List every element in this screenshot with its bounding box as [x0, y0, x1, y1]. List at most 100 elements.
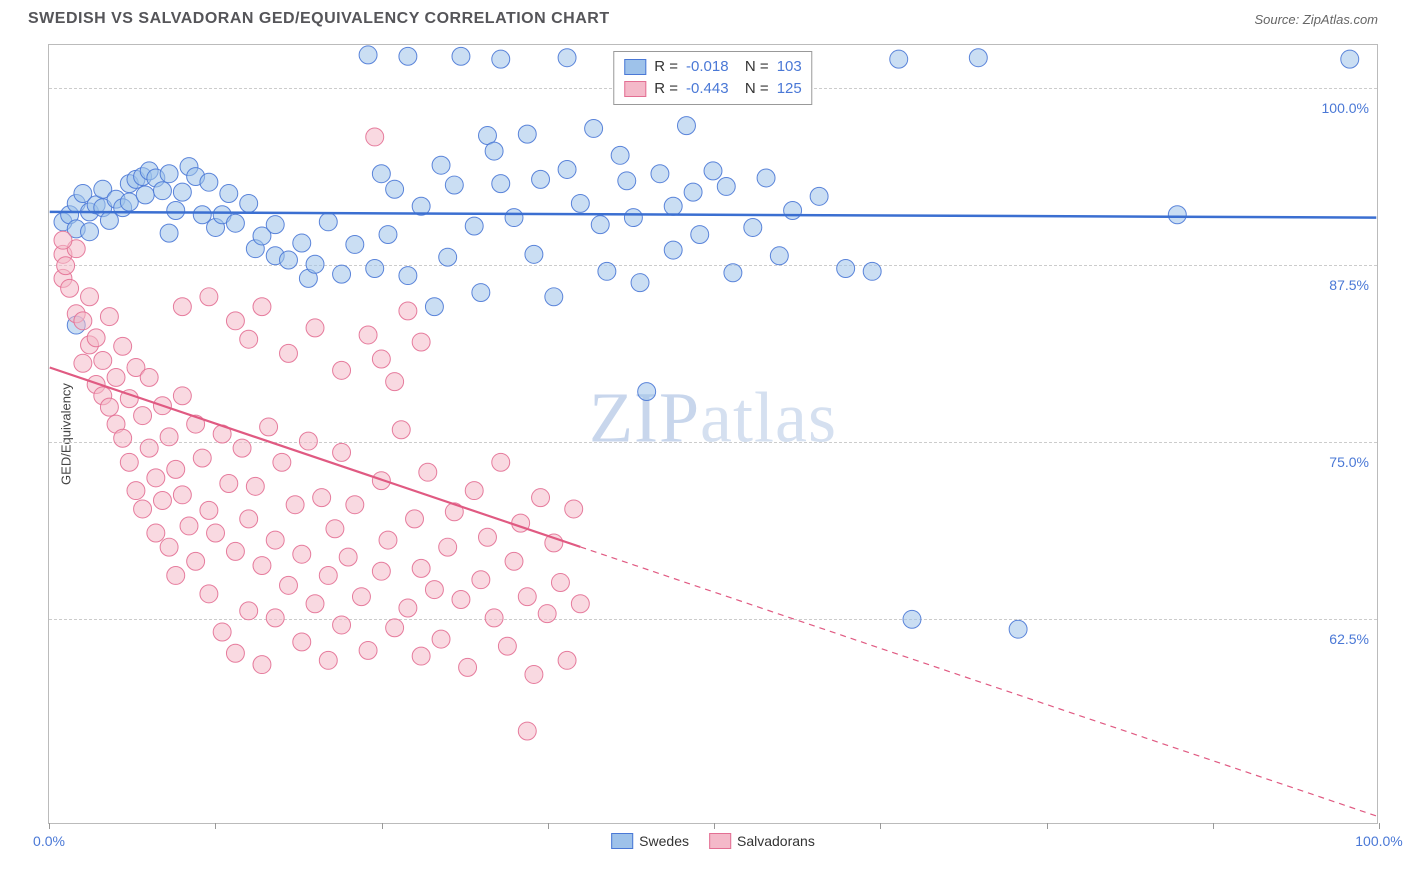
data-point-swedes [399, 267, 417, 285]
n-value-salvadorans: 125 [777, 78, 802, 100]
data-point-salvadorans [280, 576, 298, 594]
data-point-salvadorans [61, 279, 79, 297]
data-point-salvadorans [412, 559, 430, 577]
data-point-swedes [571, 194, 589, 212]
data-point-swedes [359, 46, 377, 64]
data-point-salvadorans [425, 581, 443, 599]
data-point-salvadorans [379, 531, 397, 549]
series-legend: Swedes Salvadorans [611, 833, 815, 849]
data-point-salvadorans [213, 623, 231, 641]
data-point-salvadorans [299, 432, 317, 450]
data-point-salvadorans [286, 496, 304, 514]
data-point-swedes [585, 119, 603, 137]
data-point-swedes [545, 288, 563, 306]
chart-header: SWEDISH VS SALVADORAN GED/EQUIVALENCY CO… [0, 0, 1406, 34]
data-point-salvadorans [525, 665, 543, 683]
data-point-salvadorans [326, 520, 344, 538]
data-point-salvadorans [226, 312, 244, 330]
data-point-salvadorans [220, 475, 238, 493]
data-point-swedes [525, 245, 543, 263]
data-point-swedes [193, 206, 211, 224]
data-point-swedes [810, 187, 828, 205]
data-point-salvadorans [465, 482, 483, 500]
data-point-salvadorans [266, 609, 284, 627]
data-point-swedes [744, 218, 762, 236]
data-point-swedes [558, 49, 576, 67]
data-point-swedes [160, 224, 178, 242]
data-point-swedes [691, 226, 709, 244]
data-point-salvadorans [419, 463, 437, 481]
data-point-swedes [167, 202, 185, 220]
data-point-swedes [372, 165, 390, 183]
data-point-salvadorans [147, 524, 165, 542]
data-point-salvadorans [459, 658, 477, 676]
data-point-swedes [333, 265, 351, 283]
data-point-salvadorans [54, 231, 72, 249]
data-point-salvadorans [120, 453, 138, 471]
data-point-swedes [266, 216, 284, 234]
data-point-swedes [518, 125, 536, 143]
data-point-salvadorans [114, 429, 132, 447]
data-point-salvadorans [372, 350, 390, 368]
data-point-swedes [492, 175, 510, 193]
data-point-salvadorans [558, 651, 576, 669]
data-point-salvadorans [333, 616, 351, 634]
data-point-salvadorans [173, 387, 191, 405]
data-point-salvadorans [306, 595, 324, 613]
data-point-swedes [1168, 206, 1186, 224]
r-label: R = [654, 78, 678, 100]
data-point-salvadorans [399, 599, 417, 617]
data-point-salvadorans [134, 407, 152, 425]
chart-title: SWEDISH VS SALVADORAN GED/EQUIVALENCY CO… [28, 10, 610, 28]
data-point-swedes [425, 298, 443, 316]
data-point-salvadorans [127, 482, 145, 500]
data-point-salvadorans [253, 557, 271, 575]
data-point-salvadorans [240, 510, 258, 528]
data-point-salvadorans [439, 538, 457, 556]
data-point-salvadorans [293, 633, 311, 651]
data-point-salvadorans [352, 588, 370, 606]
data-point-salvadorans [100, 398, 118, 416]
data-point-swedes [863, 262, 881, 280]
legend-swatch-salvadorans [709, 833, 731, 849]
data-point-salvadorans [273, 453, 291, 471]
data-point-swedes [432, 156, 450, 174]
data-point-salvadorans [167, 566, 185, 584]
data-point-swedes [757, 169, 775, 187]
data-point-swedes [379, 226, 397, 244]
data-point-salvadorans [74, 312, 92, 330]
data-point-swedes [153, 182, 171, 200]
data-point-salvadorans [134, 500, 152, 518]
data-point-swedes [160, 165, 178, 183]
data-point-swedes [319, 213, 337, 231]
legend-item-swedes: Swedes [611, 833, 689, 849]
n-label: N = [737, 78, 769, 100]
data-point-swedes [598, 262, 616, 280]
data-point-salvadorans [518, 722, 536, 740]
data-point-salvadorans [160, 428, 178, 446]
data-point-salvadorans [233, 439, 251, 457]
data-point-salvadorans [505, 552, 523, 570]
r-value-swedes: -0.018 [686, 56, 729, 78]
data-point-salvadorans [571, 595, 589, 613]
data-point-swedes [717, 177, 735, 195]
data-point-salvadorans [160, 538, 178, 556]
data-point-swedes [677, 117, 695, 135]
data-point-salvadorans [140, 439, 158, 457]
data-point-salvadorans [498, 637, 516, 655]
data-point-swedes [386, 180, 404, 198]
data-point-salvadorans [399, 302, 417, 320]
source-attribution: Source: ZipAtlas.com [1254, 12, 1378, 27]
data-point-swedes [903, 610, 921, 628]
scatter-svg [49, 45, 1377, 823]
data-point-salvadorans [173, 486, 191, 504]
stats-row-salvadorans: R = -0.443 N = 125 [624, 78, 801, 100]
data-point-salvadorans [432, 630, 450, 648]
n-label: N = [737, 56, 769, 78]
x-tick [880, 823, 881, 829]
n-value-swedes: 103 [777, 56, 802, 78]
data-point-salvadorans [253, 298, 271, 316]
data-point-swedes [306, 255, 324, 273]
data-point-swedes [399, 47, 417, 65]
data-point-salvadorans [87, 329, 105, 347]
